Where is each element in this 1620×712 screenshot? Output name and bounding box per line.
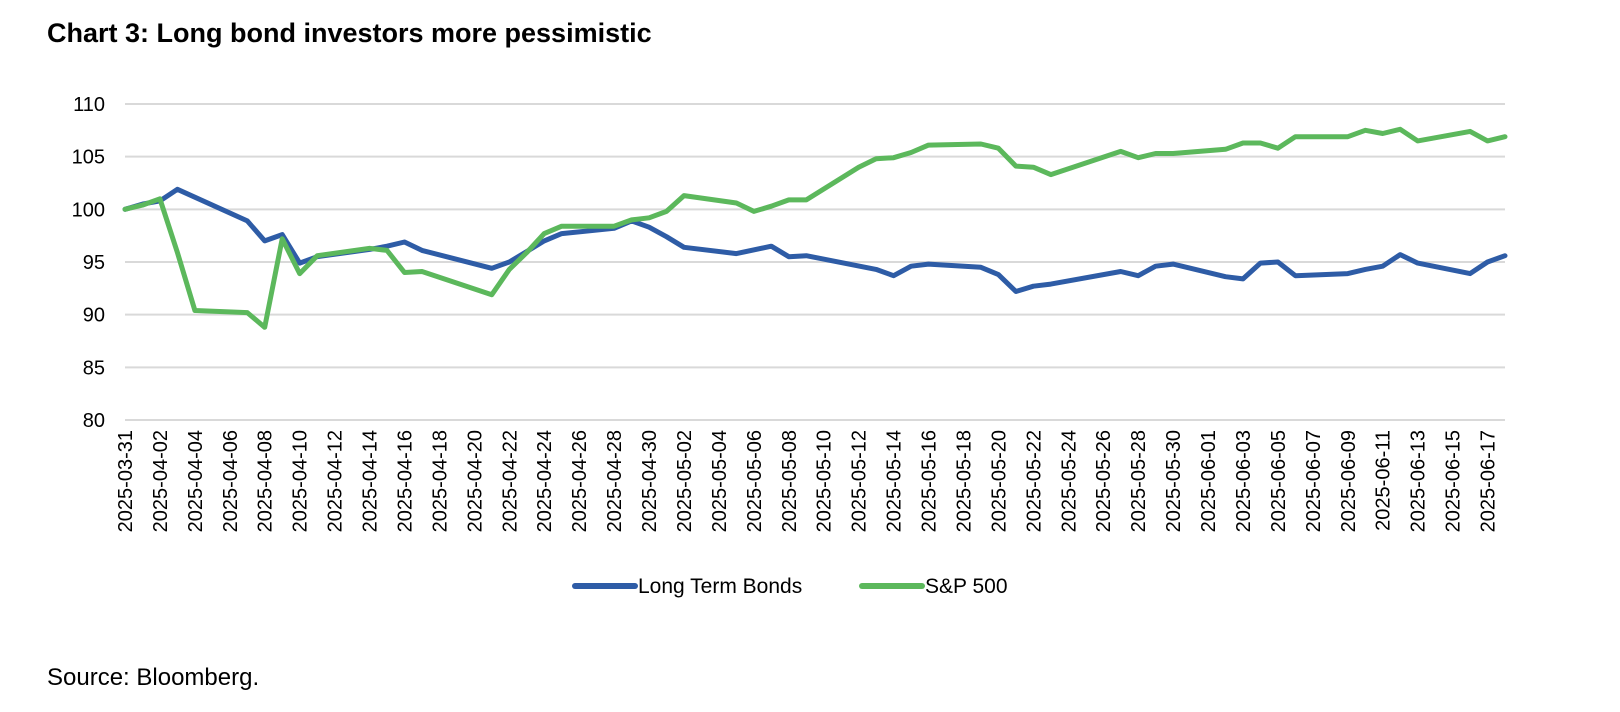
legend: Long Term Bonds S&P 500 [572, 575, 1008, 598]
x-tick-label: 2025-04-16 [394, 430, 416, 532]
x-tick-label: 2025-04-02 [150, 430, 172, 532]
x-tick-label: 2025-04-18 [429, 430, 451, 532]
x-tick-label: 2025-04-24 [534, 430, 556, 532]
x-tick-label: 2025-06-13 [1408, 430, 1430, 532]
x-tick-label: 2025-06-01 [1198, 430, 1220, 532]
x-tick-label: 2025-05-08 [779, 430, 801, 532]
x-tick-label: 2025-04-10 [290, 430, 312, 532]
y-tick-label: 85 [83, 357, 105, 379]
x-tick-label: 2025-05-06 [744, 430, 766, 532]
x-tick-label: 2025-04-20 [464, 430, 486, 532]
y-tick-label: 100 [72, 199, 105, 221]
x-tick-label: 2025-05-20 [988, 430, 1010, 532]
series-lines [122, 126, 1508, 330]
x-tick-label: 2025-04-06 [220, 430, 242, 532]
y-tick-label: 105 [72, 147, 105, 169]
y-tick-label: 80 [83, 410, 105, 432]
x-tick-label: 2025-04-12 [325, 430, 347, 532]
gridlines [125, 103, 1505, 421]
x-tick-label: 2025-06-05 [1268, 430, 1290, 532]
x-tick-label: 2025-05-30 [1163, 430, 1185, 532]
x-tick-label: 2025-05-28 [1128, 430, 1150, 532]
x-tick-label: 2025-05-22 [1023, 430, 1045, 532]
y-tick-label: 110 [73, 94, 105, 116]
x-tick-label: 2025-06-09 [1338, 430, 1360, 532]
x-tick-label: 2025-05-10 [814, 430, 836, 532]
x-tick-label: 2025-03-31 [115, 430, 137, 532]
legend-label: S&P 500 [925, 575, 1008, 598]
x-tick-label: 2025-04-04 [185, 430, 207, 532]
x-tick-label: 2025-06-15 [1443, 430, 1465, 532]
x-tick-label: 2025-04-28 [604, 430, 626, 532]
x-axis-ticks: 2025-03-31 2025-04-02 2025-04-04 2025-04-06… [115, 430, 1500, 532]
x-tick-label: 2025-04-08 [255, 430, 277, 532]
x-tick-label: 2025-04-22 [499, 430, 521, 532]
x-tick-label: 2025-05-12 [849, 430, 871, 532]
x-tick-label: 2025-05-04 [709, 430, 731, 532]
source-note: Source: Bloomberg. [47, 664, 260, 691]
x-tick-label: 2025-04-14 [360, 430, 382, 532]
x-tick-label: 2025-05-18 [953, 430, 975, 532]
legend-label: Long Term Bonds [638, 575, 802, 598]
x-tick-label: 2025-06-03 [1233, 430, 1255, 532]
series-line-sp500 [122, 126, 1508, 330]
y-tick-label: 95 [83, 252, 105, 274]
x-tick-label: 2025-05-16 [919, 430, 941, 532]
series-line-long-term-bonds [122, 186, 1508, 294]
x-tick-label: 2025-04-26 [569, 430, 591, 532]
x-tick-label: 2025-06-17 [1478, 430, 1500, 532]
y-tick-label: 90 [83, 305, 105, 327]
x-tick-label: 2025-05-26 [1093, 430, 1115, 532]
x-tick-label: 2025-05-02 [674, 430, 696, 532]
y-axis-ticks: 80 85 90 95 100 105 110 [72, 94, 105, 432]
x-tick-label: 2025-06-11 [1373, 430, 1395, 531]
chart-title: Chart 3: Long bond investors more pessim… [47, 18, 652, 48]
x-tick-label: 2025-05-14 [884, 430, 906, 532]
x-tick-label: 2025-06-07 [1303, 430, 1325, 532]
x-tick-label: 2025-04-30 [639, 430, 661, 532]
x-tick-label: 2025-05-24 [1058, 430, 1080, 532]
